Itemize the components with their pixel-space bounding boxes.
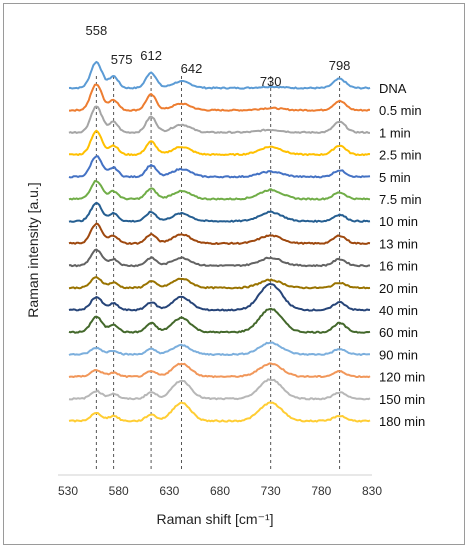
- series-line-14: [68, 378, 371, 401]
- x-tick-530: 530: [58, 484, 78, 498]
- series-line-13: [68, 362, 371, 379]
- series-label-7: 13 min: [379, 236, 418, 251]
- series-line-6: [68, 201, 371, 223]
- series-line-4: [68, 155, 371, 179]
- series-label-12: 90 min: [379, 347, 418, 362]
- peak-label-612: 612: [140, 48, 162, 63]
- series-label-14: 150 min: [379, 392, 425, 407]
- x-tick-680: 680: [210, 484, 230, 498]
- series-labels: DNA 0.5 min 1 min 2.5 min 5 min 7.5 min 10 min…: [379, 81, 425, 429]
- series-label-10: 40 min: [379, 303, 418, 318]
- series-line-7: [68, 222, 371, 245]
- series-line-12: [68, 341, 370, 356]
- y-axis-title: Raman intensity [a.u.]: [25, 182, 41, 317]
- x-tick-730: 730: [261, 484, 281, 498]
- x-tick-580: 580: [109, 484, 129, 498]
- series-line-5: [68, 180, 371, 201]
- series-label-5: 7.5 min: [379, 192, 422, 207]
- series-label-8: 16 min: [379, 259, 418, 274]
- series-line-3: [69, 129, 371, 157]
- peak-label-575: 575: [111, 52, 133, 67]
- series-label-1: 0.5 min: [379, 103, 422, 118]
- series-label-15: 180 min: [379, 414, 425, 429]
- x-axis-tick-labels: 530 580 630 680 730 780 830: [58, 484, 382, 498]
- series-label-0: DNA: [379, 81, 407, 96]
- series-label-4: 5 min: [379, 170, 411, 185]
- x-axis-title: Raman shift [cm⁻¹]: [156, 511, 273, 527]
- peak-label-730: 730: [260, 74, 282, 89]
- series-line-8: [68, 248, 370, 268]
- series-label-6: 10 min: [379, 214, 418, 229]
- x-tick-630: 630: [159, 484, 179, 498]
- series-line-15: [68, 401, 371, 423]
- x-tick-780: 780: [311, 484, 331, 498]
- chart-frame: [3, 3, 465, 545]
- series-label-3: 2.5 min: [379, 148, 422, 163]
- series-label-2: 1 min: [379, 125, 411, 140]
- series-label-11: 60 min: [379, 325, 418, 340]
- peak-guide-lines: [95, 76, 341, 472]
- series-label-13: 120 min: [379, 370, 425, 385]
- spectra-lines: [68, 60, 371, 423]
- series-line-1: [69, 83, 371, 112]
- series-label-9: 20 min: [379, 281, 418, 296]
- peak-label-798: 798: [329, 58, 351, 73]
- peak-label-642: 642: [181, 61, 203, 76]
- series-line-2: [68, 105, 370, 134]
- series-line-11: [68, 307, 371, 334]
- x-tick-830: 830: [362, 484, 382, 498]
- peak-label-558: 558: [86, 23, 108, 38]
- series-line-9: [68, 276, 371, 290]
- series-line-10: [68, 282, 370, 312]
- series-line-0: [68, 60, 371, 90]
